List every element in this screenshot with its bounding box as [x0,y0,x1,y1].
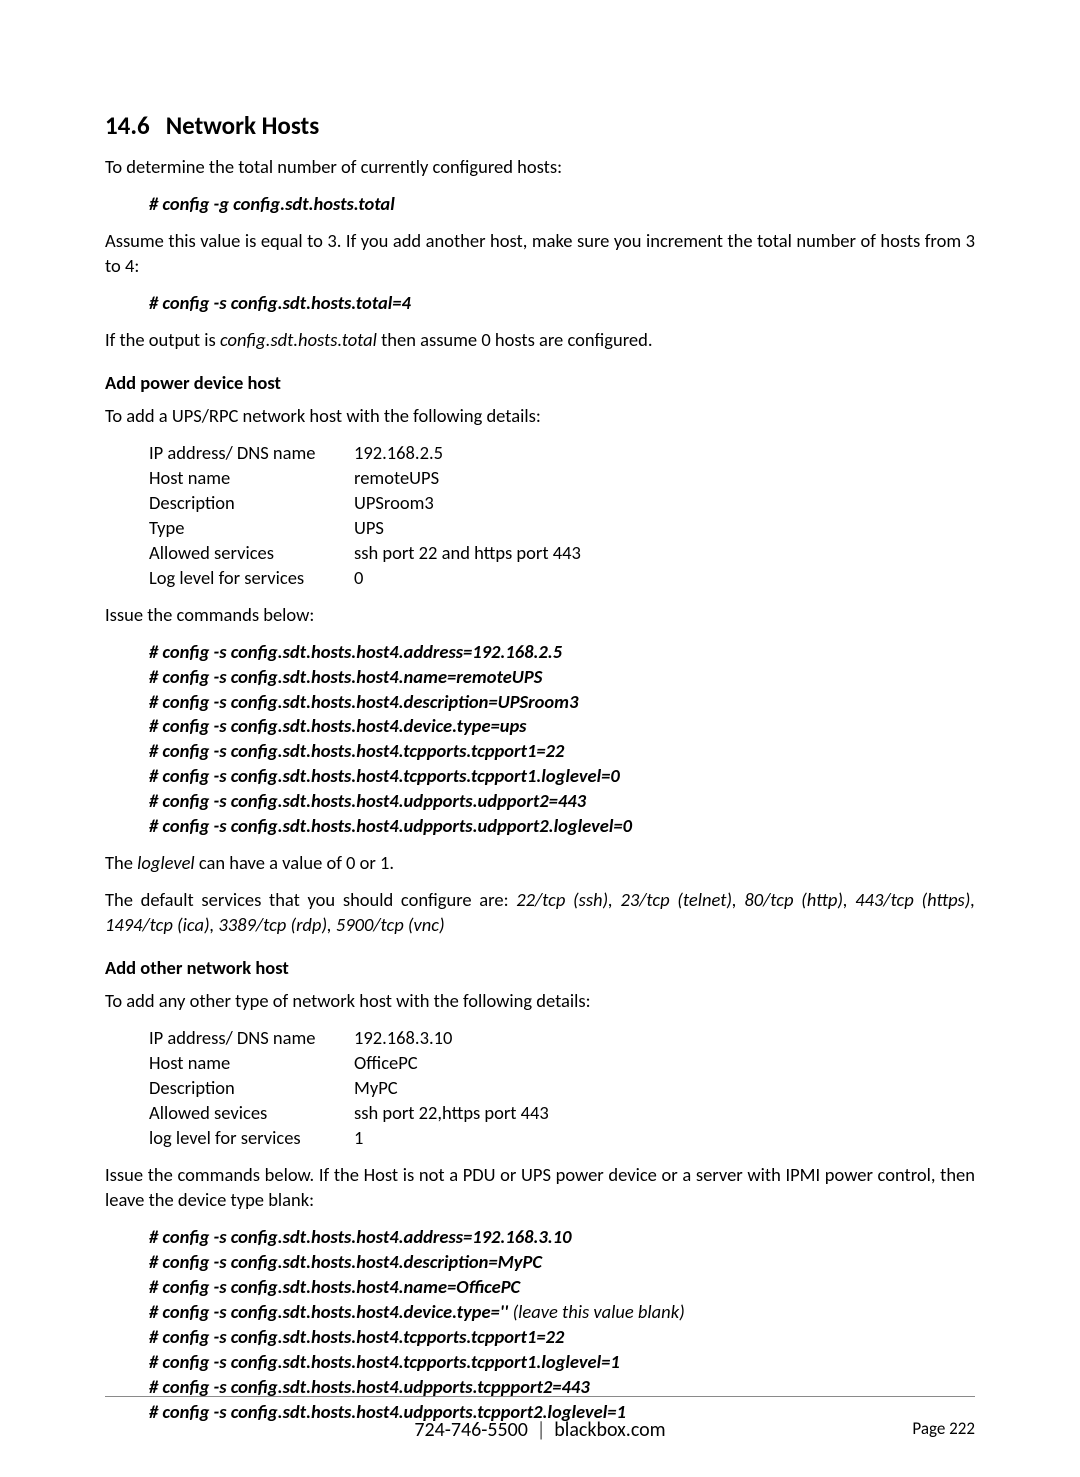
command-line: # config -s config.sdt.hosts.host4.udppo… [149,789,975,814]
table-value: ssh port 22,https port 443 [354,1101,549,1126]
table-key: Description [149,491,354,516]
host-details-table-1: IP address/ DNS name192.168.2.5Host name… [149,441,581,591]
italic-span: config.sdt.hosts.total [220,328,377,351]
command-line: # config -s config.sdt.hosts.host4.name=… [149,1275,975,1300]
page-footer: 724-746-5500 | blackbox.com Page 222 [105,1418,975,1439]
table-row: Host nameremoteUPS [149,466,581,491]
command-line: # config -s config.sdt.hosts.host4.tcppo… [149,1325,975,1350]
issue-para-1: Issue the commands below: [105,603,975,628]
command-line: # config -s config.sdt.hosts.total=4 [149,291,975,316]
table-row: DescriptionMyPC [149,1076,549,1101]
table-value: 192.168.3.10 [354,1026,549,1051]
command-line: # config -s config.sdt.hosts.host4.tcppo… [149,739,975,764]
table-value: OfficePC [354,1051,549,1076]
footer-separator: | [536,1418,545,1442]
command-line: # config -s config.sdt.hosts.host4.descr… [149,690,975,715]
document-page: 14.6 Network Hosts To determine the total… [0,0,1080,1477]
table-key: Allowed services [149,541,354,566]
sub-heading-1: Add power device host [105,371,975,394]
table-key: Type [149,516,354,541]
table-value: ssh port 22 and https port 443 [354,541,581,566]
italic-span: loglevel [137,851,195,874]
command-annotation: (leave this value blank) [508,1300,684,1323]
loglevel-para: The loglevel can have a value of 0 or 1. [105,851,975,876]
table-key: Host name [149,466,354,491]
table-row: log level for services1 [149,1126,549,1151]
command-line: # config -s config.sdt.hosts.host4.udppo… [149,814,975,839]
table-key: Allowed sevices [149,1101,354,1126]
table-row: Allowed servicesssh port 22 and https po… [149,541,581,566]
table-value: UPS [354,516,581,541]
command-line: # config -s config.sdt.hosts.host4.addre… [149,640,975,665]
table-key: Host name [149,1051,354,1076]
command-line: # config -g config.sdt.hosts.total [149,192,975,217]
text-span: The default services that you should con… [105,888,516,911]
sub-heading-2: Add other network host [105,956,975,979]
command-block-1: # config -s config.sdt.hosts.host4.addre… [149,640,975,840]
services-para: The default services that you should con… [105,888,975,938]
table-value: 1 [354,1126,549,1151]
table-key: Log level for services [149,566,354,591]
section-title: Network Hosts [166,110,320,141]
table-value: 192.168.2.5 [354,441,581,466]
table-key: Description [149,1076,354,1101]
command-line: # config -s config.sdt.hosts.host4.name=… [149,665,975,690]
table-value: UPSroom3 [354,491,581,516]
text-span: can have a value of 0 or 1. [195,851,394,874]
footer-site: blackbox.com [554,1418,665,1442]
table-value: remoteUPS [354,466,581,491]
text-span: The [105,851,137,874]
command-line: # config -s config.sdt.hosts.host4.tcppo… [149,1350,975,1375]
table-value: 0 [354,566,581,591]
command-line: # config -s config.sdt.hosts.host4.devic… [149,1300,975,1325]
table-row: Log level for services0 [149,566,581,591]
table-row: Host nameOfficePC [149,1051,549,1076]
table-row: IP address/ DNS name192.168.3.10 [149,1026,549,1051]
table-row: TypeUPS [149,516,581,541]
command-line: # config -s config.sdt.hosts.host4.tcppo… [149,764,975,789]
sub2-intro: To add any other type of network host wi… [105,989,975,1014]
command-line: # config -s config.sdt.hosts.host4.descr… [149,1250,975,1275]
host-details-table-2: IP address/ DNS name192.168.3.10Host nam… [149,1026,549,1151]
intro-para-2: Assume this value is equal to 3. If you … [105,229,975,279]
sub1-intro: To add a UPS/RPC network host with the f… [105,404,975,429]
intro-para-1: To determine the total number of current… [105,155,975,180]
text-span: then assume 0 hosts are configured. [377,328,653,351]
footer-phone: 724-746-5500 [414,1418,528,1442]
command-line: # config -s config.sdt.hosts.host4.devic… [149,714,975,739]
issue-para-2: Issue the commands below. If the Host is… [105,1163,975,1213]
text-span: If the output is [105,328,220,351]
table-key: IP address/ DNS name [149,1026,354,1051]
section-number: 14.6 [105,110,150,141]
intro-para-3: If the output is config.sdt.hosts.total … [105,328,975,353]
table-key: IP address/ DNS name [149,441,354,466]
table-row: DescriptionUPSroom3 [149,491,581,516]
section-heading: 14.6 Network Hosts [105,110,975,141]
table-row: Allowed sevicesssh port 22,https port 44… [149,1101,549,1126]
table-row: IP address/ DNS name192.168.2.5 [149,441,581,466]
table-value: MyPC [354,1076,549,1101]
footer-center: 724-746-5500 | blackbox.com [105,1418,975,1442]
table-key: log level for services [149,1126,354,1151]
command-line: # config -s config.sdt.hosts.host4.addre… [149,1225,975,1250]
